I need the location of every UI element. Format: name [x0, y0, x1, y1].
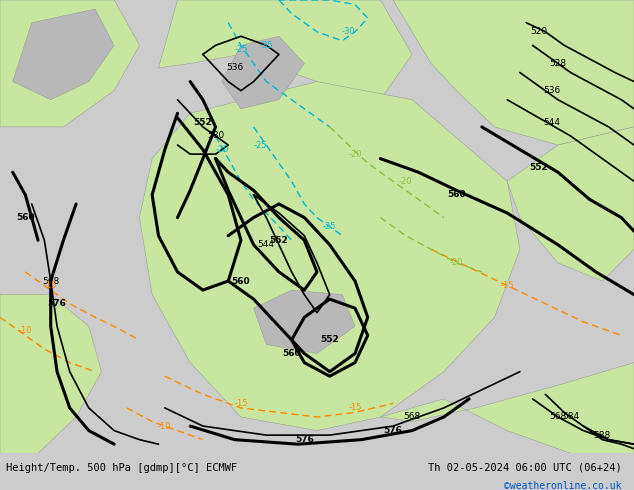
- Text: -20: -20: [399, 177, 413, 186]
- Text: -15: -15: [348, 403, 362, 413]
- Polygon shape: [13, 9, 114, 100]
- Text: 560: 560: [447, 191, 466, 199]
- Text: 560: 560: [231, 276, 250, 286]
- Text: -20: -20: [348, 149, 362, 159]
- Polygon shape: [222, 36, 304, 109]
- Text: 584: 584: [562, 413, 579, 421]
- Text: 528: 528: [549, 59, 567, 68]
- Text: 520: 520: [530, 27, 548, 36]
- Text: -20: -20: [215, 145, 229, 154]
- Text: -35: -35: [259, 41, 273, 50]
- Text: 588: 588: [593, 431, 611, 440]
- Polygon shape: [0, 294, 101, 453]
- Text: 536: 536: [226, 64, 243, 73]
- Text: 568: 568: [549, 413, 567, 421]
- Text: Height/Temp. 500 hPa [gdmp][°C] ECMWF: Height/Temp. 500 hPa [gdmp][°C] ECMWF: [6, 463, 238, 473]
- Text: -20: -20: [450, 258, 463, 268]
- Polygon shape: [0, 0, 139, 127]
- Polygon shape: [139, 81, 520, 431]
- Text: -15: -15: [44, 281, 58, 290]
- Text: 576: 576: [295, 435, 314, 444]
- Polygon shape: [254, 290, 355, 354]
- Polygon shape: [393, 0, 634, 145]
- Text: Th 02-05-2024 06:00 UTC (06+24): Th 02-05-2024 06:00 UTC (06+24): [427, 463, 621, 473]
- Text: -10: -10: [18, 326, 32, 335]
- Text: 560: 560: [282, 349, 301, 358]
- Text: 576: 576: [48, 299, 67, 308]
- Text: 552: 552: [193, 118, 212, 127]
- Polygon shape: [507, 127, 634, 281]
- Text: 552: 552: [320, 336, 339, 344]
- Text: -10: -10: [158, 421, 172, 431]
- Text: 544: 544: [258, 240, 275, 249]
- Text: -30: -30: [342, 27, 356, 36]
- Text: -15: -15: [234, 399, 248, 408]
- Text: 568: 568: [403, 413, 421, 421]
- Text: -25: -25: [234, 46, 248, 54]
- Polygon shape: [380, 363, 634, 453]
- Text: -25: -25: [323, 222, 337, 231]
- Text: 576: 576: [384, 426, 403, 435]
- Text: 544: 544: [543, 118, 560, 127]
- Text: 552: 552: [529, 163, 548, 172]
- Text: -25: -25: [253, 141, 267, 149]
- Text: 560: 560: [16, 213, 35, 222]
- Text: 580: 580: [207, 131, 224, 141]
- Polygon shape: [158, 0, 412, 100]
- Text: 552: 552: [269, 236, 288, 245]
- Text: ©weatheronline.co.uk: ©weatheronline.co.uk: [504, 481, 621, 490]
- Text: -15: -15: [500, 281, 514, 290]
- Text: 568: 568: [42, 276, 60, 286]
- Text: 536: 536: [543, 86, 560, 95]
